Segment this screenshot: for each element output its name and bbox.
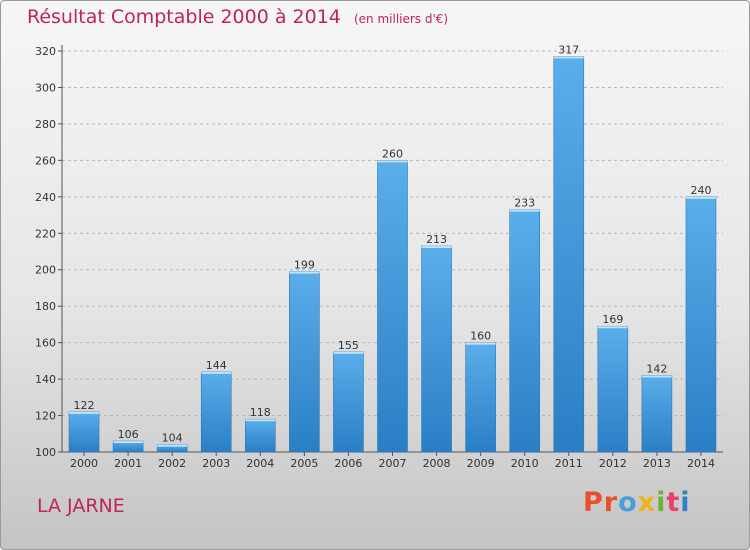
bar-highlight <box>157 444 188 447</box>
x-tick-label: 2012 <box>599 457 627 470</box>
data-label-2013: 142 <box>646 362 667 375</box>
data-label-2008: 213 <box>426 233 447 246</box>
logo-letter: x <box>637 487 657 518</box>
data-label-2012: 169 <box>602 313 623 326</box>
data-labels: 122 106 104 144 118 199 155 260 213 160 233 317 169 1… <box>74 43 712 444</box>
bar-highlight <box>553 56 584 59</box>
x-tick-label: 2011 <box>555 457 583 470</box>
bar-2008 <box>421 245 452 453</box>
y-tick-label: 120 <box>35 410 56 423</box>
x-tick-label: 2001 <box>114 457 142 470</box>
logo-letter: i <box>656 487 667 518</box>
bar-2000 <box>68 411 100 453</box>
bar-2009 <box>465 342 496 453</box>
logo-letter: P <box>583 487 604 518</box>
bars <box>68 56 717 453</box>
bar-highlight <box>201 371 232 374</box>
y-tick-label: 240 <box>35 191 56 204</box>
data-label-2010: 233 <box>514 197 535 210</box>
data-label-2014: 240 <box>690 184 711 197</box>
data-label-2000: 122 <box>74 399 95 412</box>
bar-2014 <box>685 196 717 453</box>
x-tick-label: 2006 <box>334 457 362 470</box>
bar-2007 <box>377 160 408 453</box>
y-tick-label: 140 <box>35 373 56 386</box>
bar-highlight <box>289 271 320 274</box>
y-tick-label: 200 <box>35 264 56 277</box>
proxiti-logo[interactable]: Proxiti <box>583 487 691 518</box>
chart-title: Résultat Comptable 2000 à 2014 <box>27 6 341 28</box>
data-label-2004: 118 <box>250 406 271 419</box>
y-tick-label: 100 <box>35 446 56 459</box>
logo-letter: o <box>618 487 638 518</box>
bar-2005 <box>289 271 320 453</box>
data-label-2005: 199 <box>294 259 315 272</box>
data-label-2011: 317 <box>558 43 579 56</box>
bar-highlight <box>641 375 672 378</box>
bar-highlight <box>685 196 716 199</box>
x-tick-label: 2010 <box>511 457 539 470</box>
bar-highlight <box>597 326 628 329</box>
bar-2012 <box>597 325 629 453</box>
logo-letter: i <box>680 487 691 518</box>
y-tick-label: 260 <box>35 154 56 167</box>
bar-2010 <box>509 209 541 453</box>
x-tick-label: 2003 <box>202 457 230 470</box>
x-tick-label: 2009 <box>467 457 495 470</box>
x-tick-label: 2013 <box>643 457 671 470</box>
data-label-2006: 155 <box>338 339 359 352</box>
bar-highlight <box>421 246 452 249</box>
y-tick-label: 280 <box>35 118 56 131</box>
logo-letter: r <box>603 487 619 518</box>
data-label-2002: 104 <box>162 432 183 445</box>
bar-highlight <box>245 419 276 422</box>
y-tick-label: 160 <box>35 337 56 350</box>
bar-2004 <box>245 418 276 453</box>
bar-2003 <box>200 371 232 453</box>
x-tick-label: 2014 <box>687 457 715 470</box>
data-label-2009: 160 <box>470 330 491 343</box>
bar-2013 <box>641 375 673 453</box>
bar-highlight <box>465 342 496 345</box>
data-label-2001: 106 <box>118 428 139 441</box>
bar-highlight <box>113 441 144 444</box>
bar-highlight <box>377 160 408 163</box>
x-tick-label: 2000 <box>70 457 98 470</box>
bar-highlight <box>333 351 364 354</box>
x-tick-label: 2008 <box>423 457 451 470</box>
y-tick-label: 320 <box>35 45 56 58</box>
bar-2011 <box>553 56 585 453</box>
x-tick-labels: 2000 2001 2002 2003 2004 2005 2006 2007 2008 2009… <box>70 452 715 470</box>
x-tick-label: 2004 <box>246 457 274 470</box>
x-tick-label: 2007 <box>379 457 407 470</box>
bar-highlight <box>509 209 540 212</box>
commune-name: LA JARNE <box>37 495 125 517</box>
chart-subtitle: (en milliers d'€) <box>353 12 449 26</box>
y-tick-label: 220 <box>35 227 56 240</box>
y-tick-label: 180 <box>35 300 56 313</box>
logo-letter: t <box>666 487 681 518</box>
data-label-2007: 260 <box>382 147 403 160</box>
bar-highlight <box>69 411 100 414</box>
y-tick-labels: 100 120 140 160 180 200 220 240 260 280 300 320 <box>35 45 62 459</box>
data-label-2003: 144 <box>206 359 227 372</box>
title-row: Résultat Comptable 2000 à 2014 (en milli… <box>27 6 448 28</box>
x-tick-label: 2005 <box>290 457 318 470</box>
x-tick-label: 2002 <box>158 457 186 470</box>
bar-2006 <box>333 351 364 453</box>
y-tick-label: 300 <box>35 81 56 94</box>
